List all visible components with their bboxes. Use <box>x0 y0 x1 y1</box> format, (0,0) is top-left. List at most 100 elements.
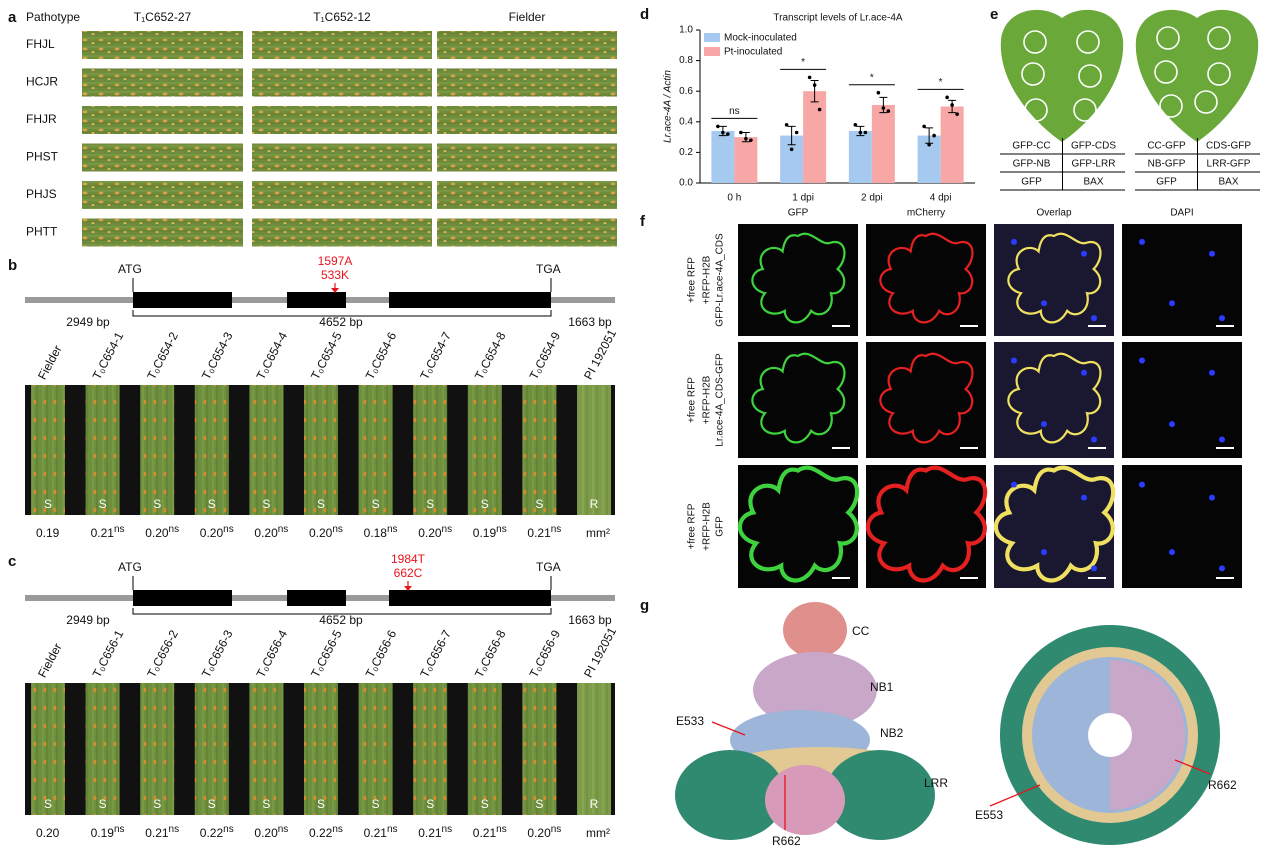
data-point <box>739 130 743 135</box>
line-label: T₀C654-4 <box>253 329 290 381</box>
significance: ns <box>332 524 343 535</box>
data-point <box>863 130 868 135</box>
lesion-area: 0.20ns <box>527 824 561 841</box>
gene-bracket <box>132 310 552 317</box>
significance: ns <box>551 824 562 835</box>
nucleus <box>1139 357 1145 364</box>
data-point <box>950 103 954 107</box>
nucleus <box>1011 481 1017 488</box>
row-label: +RFP-H2B <box>702 375 713 424</box>
lesion-area: 0.21ns <box>473 824 507 841</box>
lesion-area: 0.20ns <box>254 524 288 541</box>
row-label: +RFP-H2B <box>702 255 713 304</box>
leaf-strip <box>252 68 432 97</box>
data-point <box>881 106 886 110</box>
micrograph <box>738 465 858 588</box>
leaf-strip <box>249 683 284 815</box>
line-label: Fielder <box>35 641 65 680</box>
significance: ns <box>223 524 234 535</box>
leaf-strip <box>252 31 432 59</box>
x-tick-label: 4 dpi <box>930 193 952 204</box>
column-header: T₁C652-27 <box>134 10 192 24</box>
lesion-value: 0.19 <box>91 826 115 840</box>
y-axis-label: Lr.ace-4A / Actin <box>663 70 674 143</box>
panel-label: b <box>8 257 17 274</box>
nucleus <box>1081 494 1087 501</box>
leaf-strip <box>437 31 617 59</box>
panel-label: f <box>640 213 646 230</box>
data-point <box>716 124 720 129</box>
column-header: GFP <box>788 208 809 219</box>
data-point <box>726 132 730 136</box>
domain-label: NB2 <box>880 726 904 740</box>
construct-label: GFP-CDS <box>1071 141 1116 152</box>
significance: ns <box>169 524 180 535</box>
leaf-strip <box>82 143 243 172</box>
line-label: T₀C654-9 <box>526 329 563 381</box>
phenotype: S <box>535 797 543 811</box>
data-point <box>886 109 891 113</box>
protein-structure-top <box>1000 625 1220 845</box>
bar <box>848 130 872 183</box>
y-tick-label: 0.8 <box>679 55 693 66</box>
leaf-strip <box>252 143 432 172</box>
row-label: PHTT <box>26 225 58 239</box>
y-tick-label: 0.2 <box>679 147 693 158</box>
lesion-value: 0.21 <box>364 826 388 840</box>
domain-label: LRR <box>924 776 948 790</box>
phenotype: S <box>481 497 489 511</box>
error-bar <box>787 125 796 146</box>
significance: ns <box>114 524 125 535</box>
line-label: T₀C656-1 <box>90 627 127 679</box>
pathotype-header: Pathotype <box>26 10 80 24</box>
line-label: T₀C654-5 <box>308 329 345 381</box>
data-point <box>812 83 817 87</box>
phenotype: S <box>153 797 161 811</box>
mutation-arrowhead <box>331 288 339 293</box>
micrograph <box>866 465 986 588</box>
legend-swatch <box>704 47 720 56</box>
x-tick-label: 2 dpi <box>861 193 883 204</box>
y-tick-label: 1.0 <box>679 25 693 36</box>
exon <box>287 292 346 308</box>
nucleus <box>1209 250 1215 257</box>
lesion-area: 0.20ns <box>145 524 179 541</box>
domain-label: NB1 <box>870 680 894 694</box>
phenotype: S <box>153 497 161 511</box>
protein-structure-side <box>675 602 935 840</box>
leaf-strip <box>358 683 393 815</box>
row-label: Lr.ace-4A_CDS-GFP <box>715 353 726 447</box>
nucleus <box>1209 494 1215 501</box>
significance: ns <box>332 824 343 835</box>
leaf-strip <box>85 683 120 815</box>
significance: ns <box>223 824 234 835</box>
leaf-strip <box>437 106 617 134</box>
phenotype: S <box>317 797 325 811</box>
data-point <box>853 123 858 127</box>
leaf-strip <box>31 385 65 515</box>
lesion-area: 0.22ns <box>200 824 234 841</box>
line-label: T₀C656-8 <box>472 627 509 679</box>
line-label: T₀C654-6 <box>363 329 400 381</box>
data-point <box>789 147 794 152</box>
column-header: mCherry <box>907 208 945 219</box>
significance: ns <box>729 106 740 117</box>
line-label: T₀C656-9 <box>526 627 563 679</box>
column-header: Fielder <box>509 10 546 24</box>
data-point <box>922 124 926 129</box>
bar <box>711 130 735 183</box>
construct-label: BAX <box>1083 177 1103 188</box>
exon <box>133 292 232 308</box>
lesion-area: 0.19ns <box>91 824 125 841</box>
bar <box>780 135 804 183</box>
construct-label: CC-GFP <box>1147 141 1186 152</box>
lesion-area: 0.21ns <box>527 524 561 541</box>
x-tick-label: 0 h <box>727 193 741 204</box>
exon <box>389 590 551 606</box>
row-label: +free RFP <box>687 503 698 549</box>
row-label: +free RFP <box>687 257 698 303</box>
upstream-length: 2949 bp <box>66 613 110 627</box>
column-header: T₁C652-12 <box>313 10 371 24</box>
line-label: PI 192051 <box>581 327 619 382</box>
leaf-strip <box>140 683 175 815</box>
